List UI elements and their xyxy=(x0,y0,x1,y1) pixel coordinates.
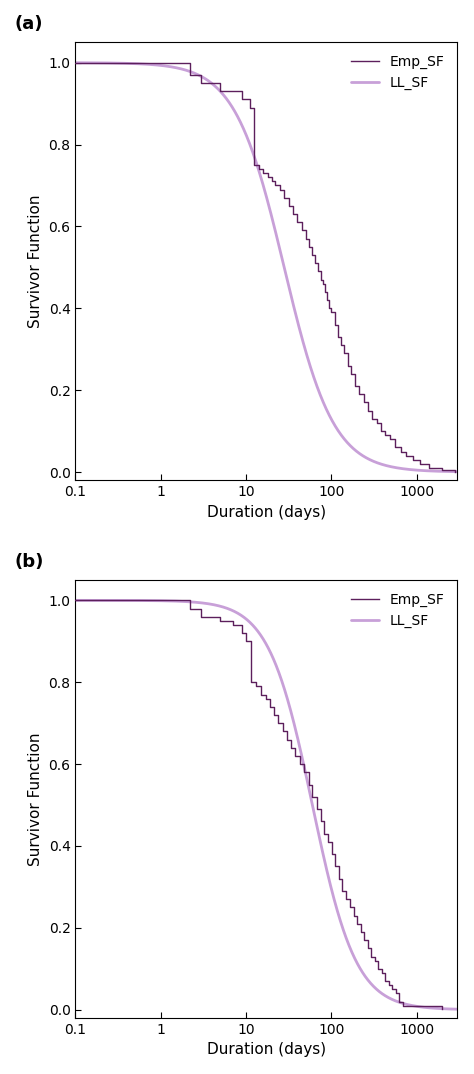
Emp_SF xyxy=(439,464,445,477)
Line: LL_SF: LL_SF xyxy=(67,600,468,1010)
LL_SF xyxy=(259,630,265,643)
Emp_SF xyxy=(439,1003,445,1016)
X-axis label: Duration (days): Duration (days) xyxy=(207,1043,326,1057)
Y-axis label: Survivor Function: Survivor Function xyxy=(28,732,43,866)
Emp_SF xyxy=(73,56,78,69)
Line: Emp_SF: Emp_SF xyxy=(75,600,442,1010)
LL_SF xyxy=(380,988,386,1001)
Line: Emp_SF: Emp_SF xyxy=(75,62,455,471)
Emp_SF xyxy=(199,610,204,623)
LL_SF xyxy=(453,465,459,478)
Legend: Emp_SF, LL_SF: Emp_SF, LL_SF xyxy=(346,586,450,634)
Text: (b): (b) xyxy=(14,553,44,571)
Emp_SF xyxy=(361,933,367,946)
Emp_SF xyxy=(361,388,366,401)
Emp_SF xyxy=(73,594,78,607)
LL_SF xyxy=(465,1003,471,1016)
Emp_SF xyxy=(187,56,193,69)
Emp_SF xyxy=(361,396,366,409)
LL_SF xyxy=(259,175,265,188)
LL_SF xyxy=(248,618,254,630)
LL_SF xyxy=(380,459,386,471)
Line: LL_SF: LL_SF xyxy=(67,62,468,471)
LL_SF xyxy=(248,142,254,155)
Emp_SF xyxy=(315,257,321,270)
Emp_SF xyxy=(452,465,457,478)
Y-axis label: Survivor Function: Survivor Function xyxy=(28,194,43,328)
Emp_SF xyxy=(361,926,367,939)
Emp_SF xyxy=(252,159,257,172)
LL_SF xyxy=(465,465,471,478)
LL_SF xyxy=(64,56,70,69)
Legend: Emp_SF, LL_SF: Emp_SF, LL_SF xyxy=(346,49,450,96)
Emp_SF xyxy=(354,917,360,930)
LL_SF xyxy=(454,1003,459,1016)
LL_SF xyxy=(64,594,70,607)
Emp_SF xyxy=(351,909,356,921)
X-axis label: Duration (days): Duration (days) xyxy=(207,505,326,520)
Text: (a): (a) xyxy=(14,15,43,33)
LL_SF xyxy=(453,1003,459,1016)
LL_SF xyxy=(85,594,91,607)
LL_SF xyxy=(85,56,91,69)
Emp_SF xyxy=(258,680,264,693)
LL_SF xyxy=(454,465,459,478)
